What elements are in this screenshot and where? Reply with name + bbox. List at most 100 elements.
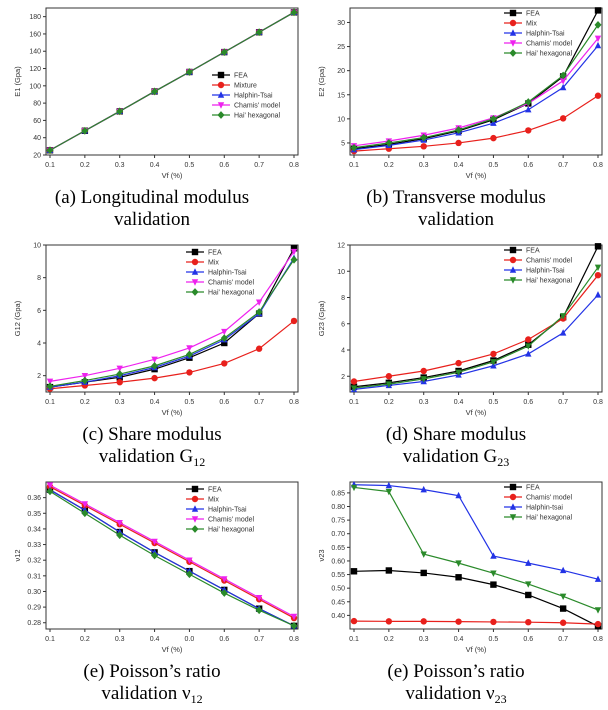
y-tick-label: 120 bbox=[29, 66, 41, 73]
legend: FEA Mix Halphin-Tsai Chamis' model Hai' hexa… bbox=[186, 485, 255, 534]
series-chamis-model bbox=[350, 617, 602, 628]
plot-frame bbox=[45, 7, 299, 156]
x-axis-label: Vf (%) bbox=[162, 645, 183, 654]
chart-panel-e1: 0.1 0.2 0.3 0.4 0.0 0.6 0.7 0.8 0.28 0.29 0.30 0.31… bbox=[0, 474, 304, 710]
series-hai-hexagonal bbox=[46, 255, 298, 391]
x-tick-label: 0.4 bbox=[150, 162, 160, 169]
series-line bbox=[49, 257, 295, 388]
series-chamis-model bbox=[46, 248, 298, 386]
y-tick-label: 0.28 bbox=[27, 620, 41, 627]
data-point bbox=[455, 618, 462, 625]
legend-marker bbox=[509, 483, 517, 491]
series-line bbox=[353, 294, 599, 390]
data-point bbox=[350, 484, 358, 492]
series-line bbox=[49, 247, 295, 388]
legend-label: FEA bbox=[208, 250, 222, 257]
x-tick-label: 0.7 bbox=[254, 399, 264, 406]
data-point bbox=[455, 491, 462, 499]
data-point bbox=[116, 365, 123, 373]
data-point bbox=[350, 143, 358, 152]
legend-label: Halphin-Tsai bbox=[526, 31, 565, 38]
y-axis-label: ν23 bbox=[317, 549, 326, 561]
legend-marker bbox=[191, 495, 199, 503]
x-tick-label: 0.5 bbox=[185, 162, 195, 169]
data-point bbox=[186, 557, 193, 564]
y-tick-label: 20 bbox=[33, 153, 41, 160]
data-point bbox=[221, 576, 228, 583]
legend-label: FEA bbox=[526, 248, 540, 255]
series-halphin-tsai bbox=[350, 41, 602, 153]
x-tick-label: 0.3 bbox=[419, 399, 429, 406]
data-point bbox=[81, 509, 89, 518]
x-tick-label: 0.8 bbox=[593, 636, 603, 643]
data-point bbox=[525, 581, 532, 588]
x-tick-label: 0.6 bbox=[523, 399, 533, 406]
legend-label: Halphin-Tsai bbox=[208, 270, 247, 277]
legend-marker bbox=[217, 91, 225, 98]
legend-marker bbox=[191, 258, 199, 266]
legend-label: Hai' hexagonal bbox=[234, 113, 281, 120]
x-axis-label: Vf (%) bbox=[466, 408, 487, 417]
data-point bbox=[455, 126, 463, 134]
data-point bbox=[151, 538, 158, 546]
y-axis-label: E1 (Gpa) bbox=[13, 66, 22, 97]
series-line bbox=[49, 251, 295, 382]
data-point bbox=[116, 531, 124, 540]
legend-marker bbox=[509, 246, 517, 254]
data-point bbox=[594, 7, 602, 14]
y-tick-label: 0.35 bbox=[27, 511, 41, 518]
data-point bbox=[594, 243, 602, 250]
data-point bbox=[290, 8, 298, 17]
plot-frame bbox=[45, 481, 299, 630]
x-tick-label: 0.5 bbox=[489, 162, 499, 169]
x-tick-label: 0.6 bbox=[219, 162, 229, 169]
chart-panel-c: 0.1 0.2 0.3 0.4 0.5 0.6 0.7 0.8 2 4 6 8 10 Vf (%) G12 … bbox=[0, 237, 304, 474]
legend-marker bbox=[191, 279, 199, 286]
series-line bbox=[49, 259, 295, 387]
data-point bbox=[594, 607, 602, 614]
data-point bbox=[490, 581, 497, 588]
series-line bbox=[49, 490, 295, 627]
legend-label: Halphin-Tsai bbox=[234, 93, 273, 100]
legend-label: Hai' hexagonal bbox=[526, 51, 573, 58]
data-point bbox=[151, 87, 159, 96]
data-point bbox=[559, 115, 567, 122]
data-point bbox=[455, 369, 462, 377]
x-tick-label: 0.0 bbox=[185, 636, 195, 643]
x-tick-label: 0.3 bbox=[419, 162, 429, 169]
legend-label: Halphin-Tsai bbox=[526, 268, 565, 275]
y-tick-label: 0.36 bbox=[27, 495, 41, 502]
data-point bbox=[290, 317, 298, 325]
data-point bbox=[385, 139, 393, 147]
caption-d-line1: (d) Share modulus bbox=[385, 424, 527, 445]
x-axis-label: Vf (%) bbox=[466, 645, 487, 654]
data-point bbox=[220, 48, 228, 56]
data-point bbox=[559, 313, 567, 320]
data-point bbox=[594, 35, 602, 43]
x-tick-label: 0.1 bbox=[349, 399, 359, 406]
y-tick-label: 12 bbox=[337, 243, 345, 250]
x-tick-label: 0.6 bbox=[523, 636, 533, 643]
data-point bbox=[186, 369, 193, 376]
data-point bbox=[594, 291, 602, 298]
legend-marker bbox=[509, 256, 517, 264]
data-point bbox=[525, 105, 532, 113]
x-tick-label: 0.7 bbox=[254, 636, 264, 643]
data-point bbox=[81, 372, 89, 380]
data-point bbox=[594, 41, 602, 49]
x-tick-label: 0.7 bbox=[254, 162, 264, 169]
legend-label: Chamis' model bbox=[526, 41, 573, 48]
y-tick-label: 30 bbox=[337, 20, 345, 27]
y-tick-label: 0.29 bbox=[27, 605, 41, 612]
y-tick-label: 0.70 bbox=[331, 531, 345, 538]
x-tick-label: 0.3 bbox=[115, 636, 125, 643]
y-tick-label: 40 bbox=[33, 135, 41, 142]
caption-e2-line2: validation ν23 bbox=[405, 683, 507, 706]
legend-marker bbox=[217, 81, 225, 89]
legend-marker bbox=[217, 71, 225, 79]
x-tick-label: 0.2 bbox=[384, 636, 394, 643]
y-axis-label: ν12 bbox=[13, 549, 22, 561]
legend-marker bbox=[509, 514, 517, 521]
legend-marker bbox=[191, 525, 199, 533]
data-point bbox=[290, 613, 298, 621]
